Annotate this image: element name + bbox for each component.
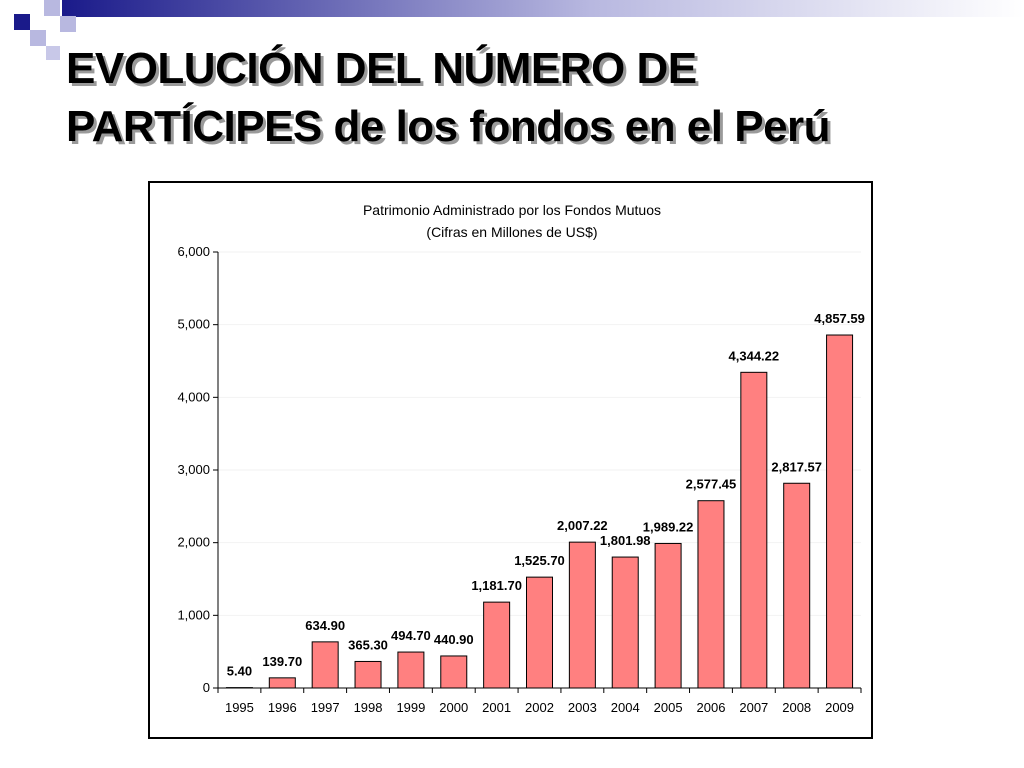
bar bbox=[568, 541, 596, 689]
y-tick-label: 3,000 bbox=[177, 462, 210, 477]
bar bbox=[654, 542, 682, 689]
x-tick-label: 1997 bbox=[311, 700, 340, 715]
y-tick-label: 5,000 bbox=[177, 317, 210, 332]
bar bbox=[611, 556, 639, 689]
bar bbox=[483, 601, 511, 689]
x-tick-label: 1995 bbox=[225, 700, 254, 715]
bar bbox=[783, 482, 811, 689]
bar bbox=[354, 660, 382, 689]
x-tick-label: 2009 bbox=[825, 700, 854, 715]
y-tick-label: 2,000 bbox=[177, 535, 210, 550]
deco-square-light bbox=[46, 46, 60, 60]
bar bbox=[397, 651, 425, 689]
slide-title: EVOLUCIÓN DEL NÚMERO DE PARTÍCIPES de lo… bbox=[66, 40, 1006, 156]
x-tick-label: 2006 bbox=[697, 700, 726, 715]
x-tick-label: 2008 bbox=[782, 700, 811, 715]
bar bbox=[268, 677, 296, 689]
y-tick-label: 1,000 bbox=[177, 607, 210, 622]
y-tick-label: 0 bbox=[203, 680, 210, 695]
slide-title-line-2: PARTÍCIPES de los fondos en el Perú bbox=[66, 102, 831, 151]
data-label: 634.90 bbox=[305, 618, 345, 633]
data-label: 494.70 bbox=[391, 628, 431, 643]
data-label: 1,181.70 bbox=[471, 578, 522, 593]
bar bbox=[826, 334, 854, 689]
bar bbox=[311, 641, 339, 689]
x-tick-label: 2002 bbox=[525, 700, 554, 715]
bar-chart: Patrimonio Administrado por los Fondos M… bbox=[177, 202, 865, 715]
y-tick-label: 6,000 bbox=[177, 244, 210, 259]
header-gradient-band bbox=[62, 0, 1024, 17]
x-tick-label: 1996 bbox=[268, 700, 297, 715]
bar bbox=[740, 371, 768, 689]
y-tick-label: 4,000 bbox=[177, 389, 210, 404]
data-label: 139.70 bbox=[262, 654, 302, 669]
deco-square-light bbox=[60, 16, 76, 32]
data-label: 2,007.22 bbox=[557, 518, 608, 533]
chart-subtitle: (Cifras en Millones de US$) bbox=[426, 224, 597, 240]
deco-square-dark bbox=[14, 14, 30, 30]
data-label: 4,344.22 bbox=[729, 348, 780, 363]
x-tick-label: 2007 bbox=[739, 700, 768, 715]
x-tick-label: 2001 bbox=[482, 700, 511, 715]
axes: 0 1,000 2,000 3,000 4,000 5,000 6,000 1995 1996 1… bbox=[177, 244, 862, 715]
data-label: 4,857.59 bbox=[814, 311, 865, 326]
x-tick-label: 1998 bbox=[354, 700, 383, 715]
data-label: 5.40 bbox=[227, 664, 252, 679]
slide-title-line-1: EVOLUCIÓN DEL NÚMERO DE bbox=[66, 44, 697, 93]
x-tick-label: 2004 bbox=[611, 700, 640, 715]
x-tick-label: 1999 bbox=[396, 700, 425, 715]
bar bbox=[440, 655, 468, 689]
data-label: 365.30 bbox=[348, 637, 388, 652]
x-tick-label: 2000 bbox=[439, 700, 468, 715]
decorative-squares bbox=[14, 0, 1024, 60]
deco-square-light bbox=[44, 0, 60, 16]
data-label: 1,525.70 bbox=[514, 553, 565, 568]
chart-frame: Patrimonio Administrado por los Fondos M… bbox=[148, 181, 873, 739]
chart-title: Patrimonio Administrado por los Fondos M… bbox=[363, 202, 661, 218]
x-tick-label: 2003 bbox=[568, 700, 597, 715]
deco-square-light bbox=[30, 30, 46, 46]
x-tick-label: 2005 bbox=[654, 700, 683, 715]
bar bbox=[526, 576, 553, 689]
bar bbox=[697, 500, 725, 689]
data-label: 2,817.57 bbox=[771, 459, 822, 474]
data-label: 1,989.22 bbox=[643, 519, 694, 534]
bars bbox=[225, 334, 854, 689]
data-label: 1,801.98 bbox=[600, 533, 651, 548]
data-label: 2,577.45 bbox=[686, 477, 737, 492]
data-label: 440.90 bbox=[434, 632, 474, 647]
